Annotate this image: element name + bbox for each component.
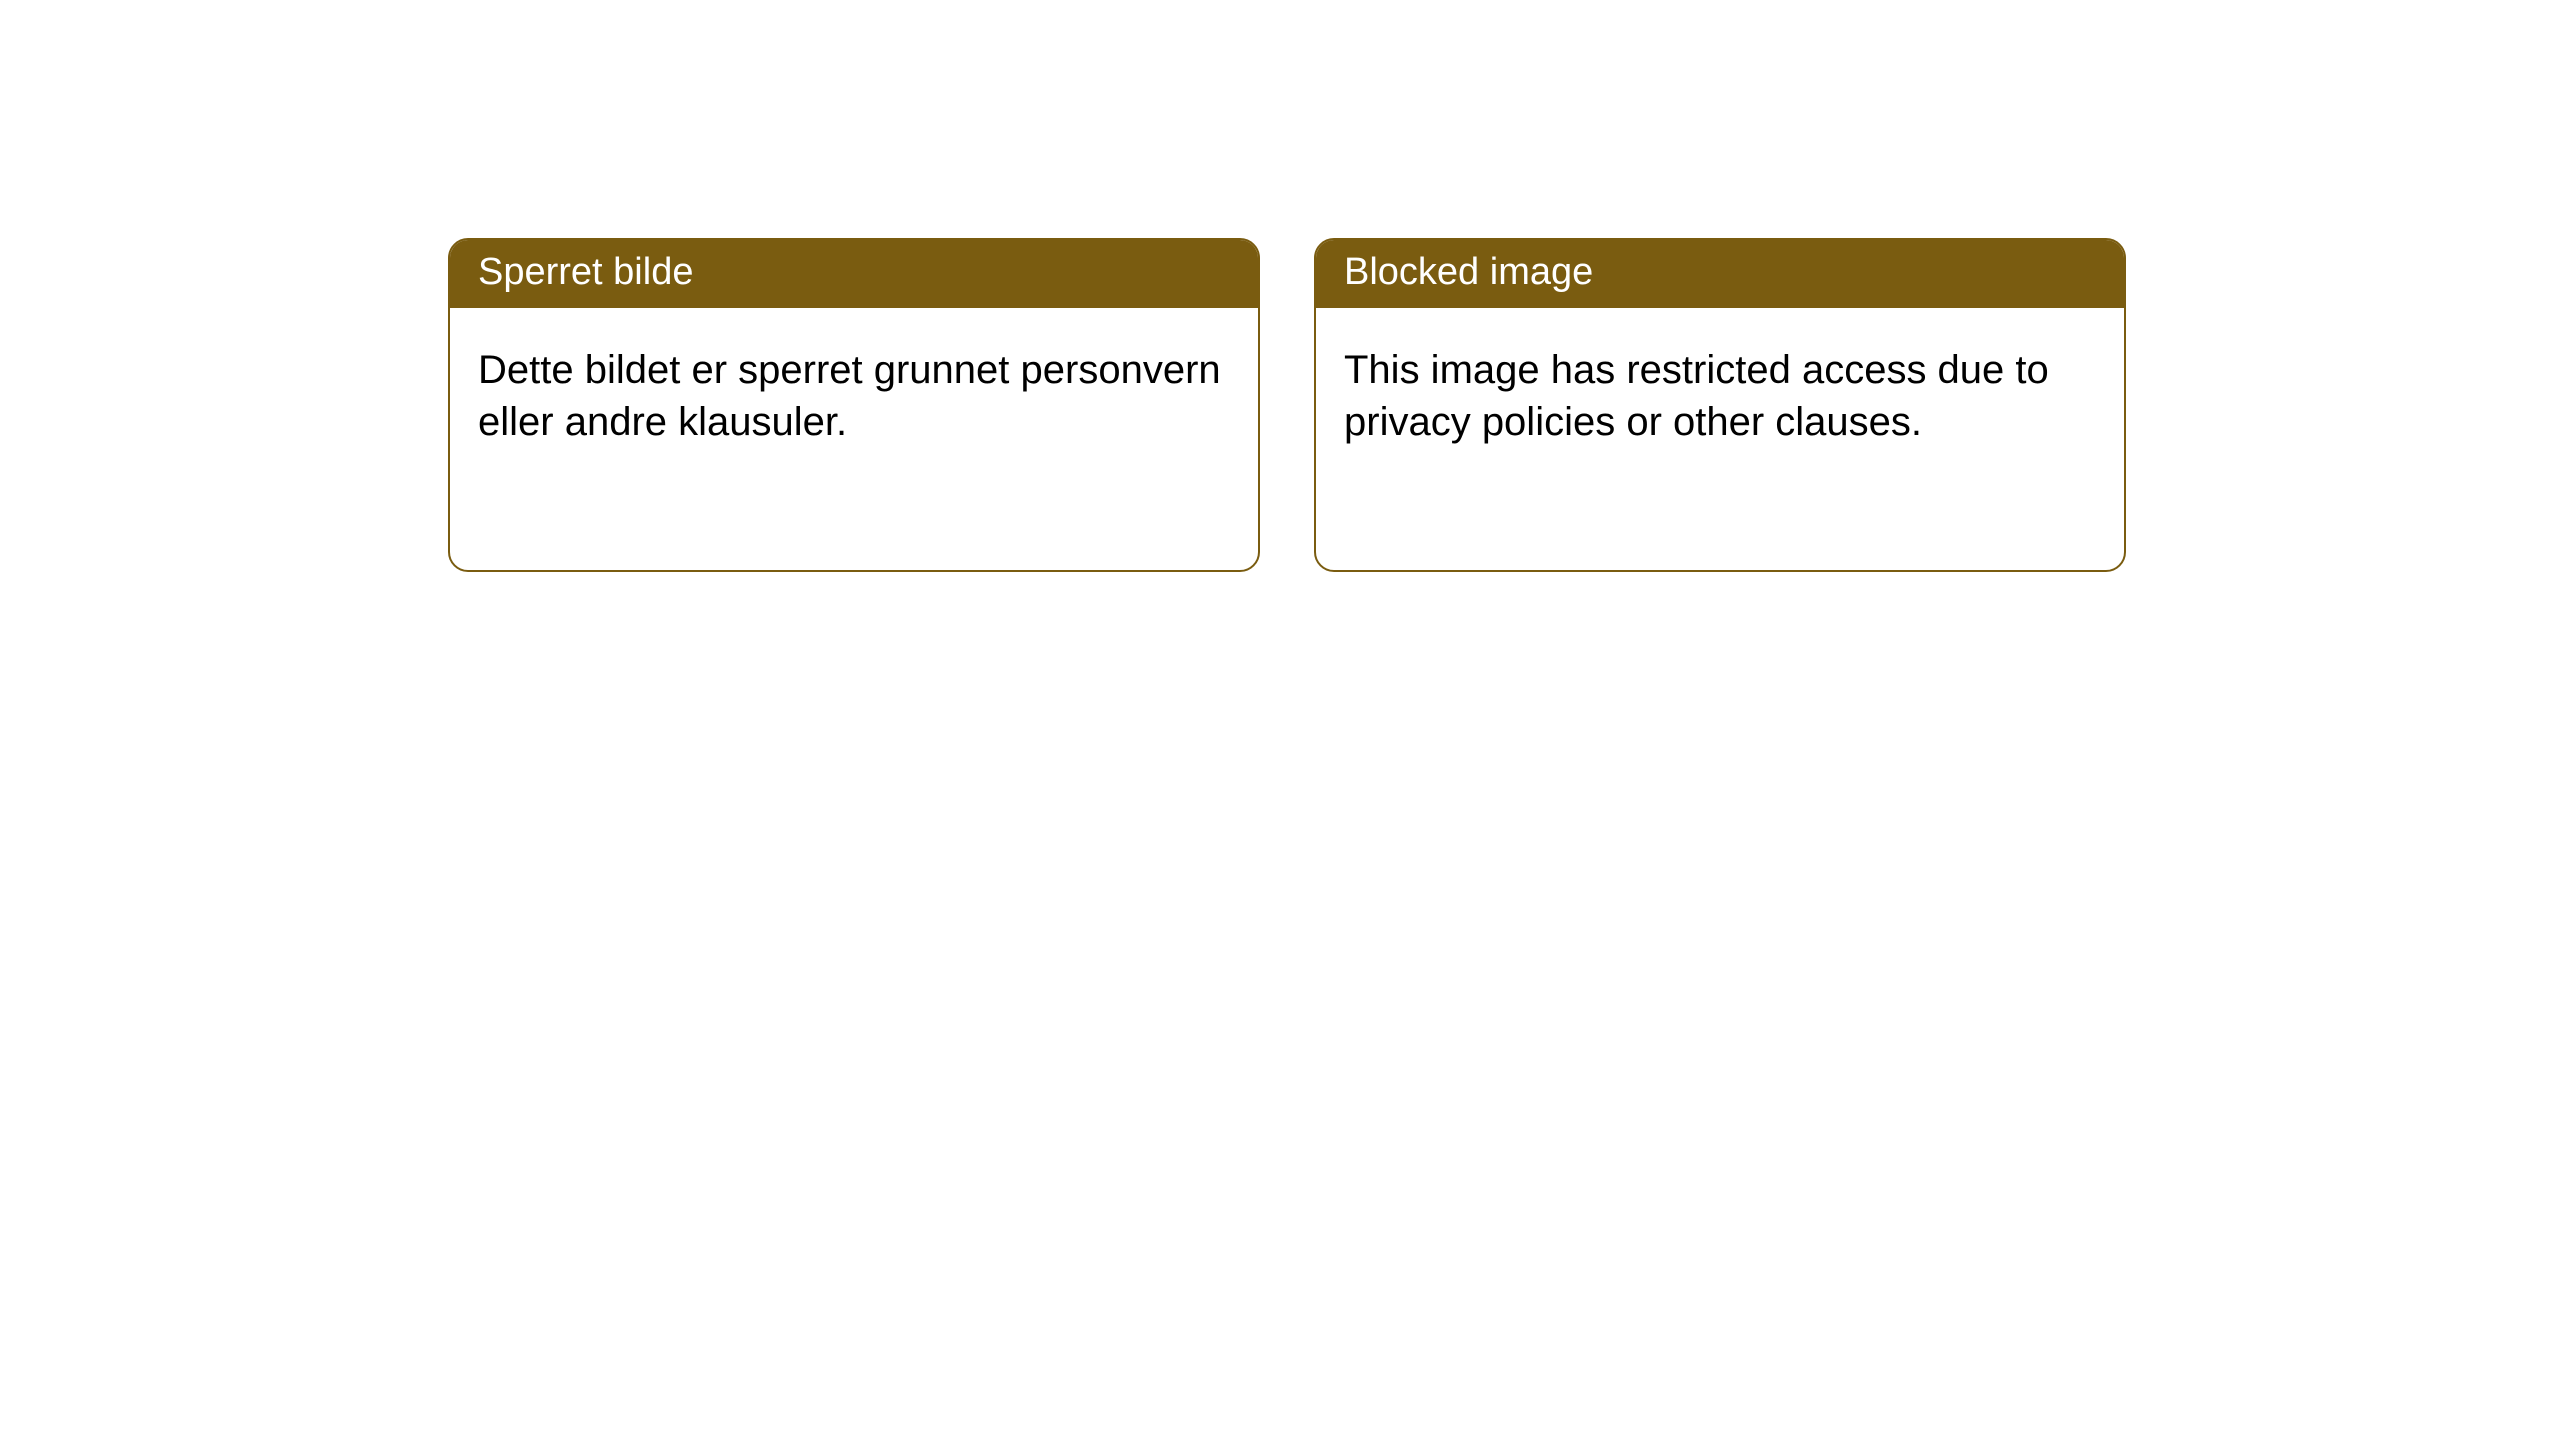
notice-header: Sperret bilde [450, 240, 1258, 308]
notice-body: This image has restricted access due to … [1316, 308, 2124, 486]
notice-container: Sperret bilde Dette bildet er sperret gr… [0, 0, 2560, 572]
notice-header: Blocked image [1316, 240, 2124, 308]
notice-card-norwegian: Sperret bilde Dette bildet er sperret gr… [448, 238, 1260, 572]
notice-body: Dette bildet er sperret grunnet personve… [450, 308, 1258, 486]
notice-card-english: Blocked image This image has restricted … [1314, 238, 2126, 572]
